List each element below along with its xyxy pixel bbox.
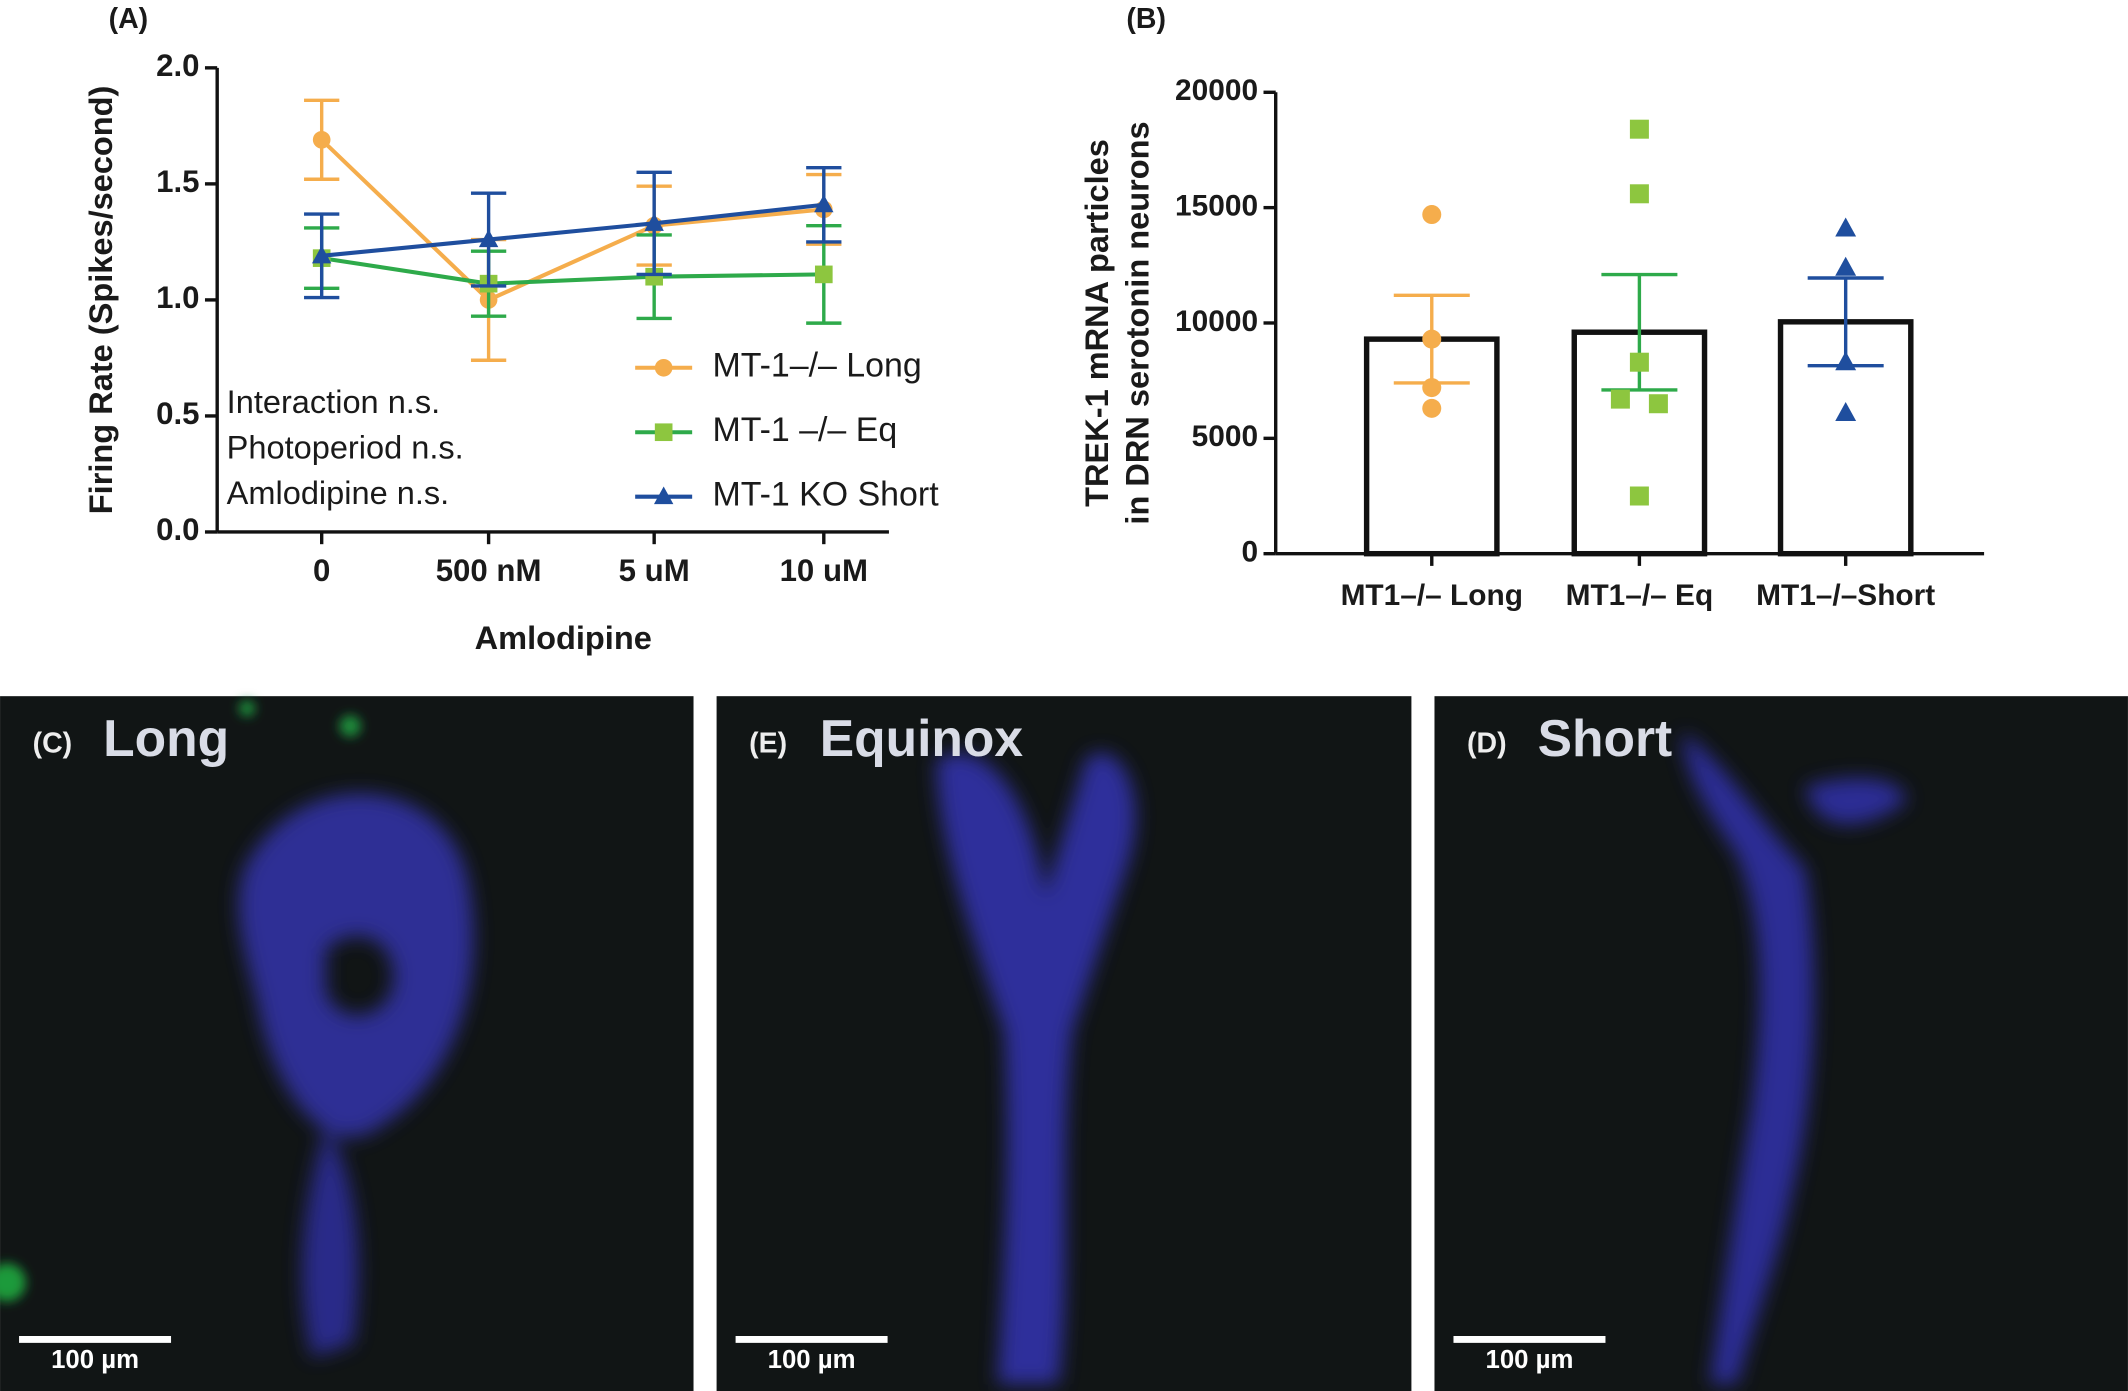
y-tick-label: 2.0 bbox=[156, 48, 199, 83]
marker bbox=[1610, 389, 1630, 409]
marker bbox=[478, 229, 499, 248]
annotation: Amlodipine n.s. bbox=[227, 475, 450, 511]
image-panel-label: (E) bbox=[749, 728, 787, 760]
y-tick-label: 1.0 bbox=[156, 280, 199, 315]
image-title: Equinox bbox=[820, 709, 1024, 767]
marker bbox=[654, 358, 673, 377]
x-tick-label: 10 uM bbox=[780, 553, 868, 588]
annotation: Photoperiod n.s. bbox=[227, 429, 464, 465]
x-tick-label: 0 bbox=[313, 553, 330, 588]
image-title: Long bbox=[103, 709, 229, 767]
y-tick-label: 0.0 bbox=[156, 512, 199, 547]
y-axis-label: Firing Rate (Spikes/second) bbox=[83, 86, 119, 515]
marker bbox=[654, 423, 673, 442]
legend-label: MT-1 –/– Eq bbox=[713, 411, 898, 449]
marker bbox=[1835, 351, 1857, 371]
marker bbox=[653, 486, 674, 505]
scale-bar-label: 100 µm bbox=[768, 1346, 856, 1374]
marker bbox=[1629, 119, 1649, 139]
scale-bar-label: 100 µm bbox=[51, 1346, 139, 1374]
marker bbox=[1835, 402, 1857, 422]
y-tick-label: 0.5 bbox=[156, 396, 199, 431]
series-line bbox=[321, 256, 824, 286]
x-tick-label: 500 nM bbox=[436, 553, 542, 588]
annotation: Interaction n.s. bbox=[227, 384, 440, 420]
stain bbox=[238, 732, 1907, 1385]
marker bbox=[644, 213, 664, 231]
y-tick-label: 1.5 bbox=[156, 164, 199, 199]
marker bbox=[1629, 184, 1649, 204]
stain-region bbox=[1804, 778, 1907, 825]
marker bbox=[814, 265, 833, 284]
stain-region bbox=[302, 1126, 359, 1358]
x-tick-label: MT1–/–Short bbox=[1756, 579, 1935, 612]
y-tick-label: 5000 bbox=[1192, 420, 1258, 453]
panel-label: (A) bbox=[109, 3, 149, 35]
marker bbox=[1629, 486, 1649, 506]
x-tick-label: 5 uM bbox=[619, 553, 690, 588]
marker bbox=[1648, 394, 1668, 414]
x-axis-label: Amlodipine bbox=[475, 620, 652, 656]
legend-label: MT-1 KO Short bbox=[713, 476, 940, 514]
marker bbox=[1422, 205, 1442, 225]
marker bbox=[311, 245, 332, 264]
series-line bbox=[321, 202, 825, 258]
image-panel-label: (C) bbox=[33, 728, 73, 760]
marker bbox=[645, 267, 663, 286]
stain-region bbox=[936, 752, 1136, 1385]
legend-label: MT-1–/– Long bbox=[713, 347, 922, 385]
scale-bar-label: 100 µm bbox=[1486, 1346, 1574, 1374]
stain-region bbox=[238, 793, 474, 1138]
y-tick-label: 10000 bbox=[1175, 305, 1258, 338]
marker bbox=[1422, 398, 1442, 418]
marker bbox=[1835, 217, 1857, 237]
y-axis-label: in DRN serotonin neurons bbox=[1120, 121, 1156, 524]
marker bbox=[814, 194, 834, 213]
stain-region bbox=[1682, 732, 1814, 1385]
micrographs bbox=[0, 696, 2128, 1391]
y-tick-label: 20000 bbox=[1175, 74, 1258, 107]
marker bbox=[1629, 352, 1649, 372]
y-axis-label: TREK-1 mRNA particles bbox=[1079, 139, 1115, 507]
series-line bbox=[320, 138, 824, 303]
green-spot bbox=[238, 700, 256, 717]
x-tick-label: MT1–/– Long bbox=[1341, 579, 1523, 612]
marker bbox=[1835, 256, 1857, 276]
green-spot bbox=[339, 715, 362, 737]
panel-label: (B) bbox=[1126, 3, 1166, 35]
green-spot bbox=[0, 1263, 26, 1302]
image-panel-label: (D) bbox=[1467, 728, 1507, 760]
marker bbox=[312, 130, 331, 149]
y-tick-label: 15000 bbox=[1175, 190, 1258, 223]
green-signal bbox=[0, 700, 362, 1302]
image-labels: (C) Long 100 µm (E) Equinox 100 µm (D) Short 100… bbox=[19, 709, 1672, 1374]
marker bbox=[1422, 329, 1442, 349]
image-title: Short bbox=[1538, 709, 1673, 767]
x-tick-label: MT1–/– Eq bbox=[1566, 579, 1714, 612]
y-tick-label: 0 bbox=[1241, 536, 1258, 569]
marker bbox=[1422, 378, 1442, 398]
